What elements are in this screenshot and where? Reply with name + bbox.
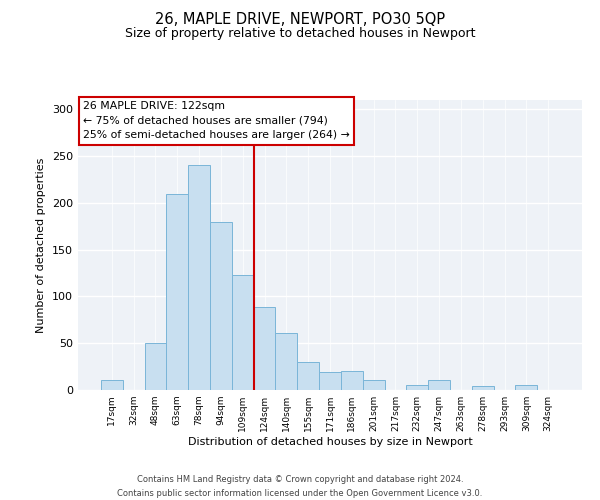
Bar — [472, 386, 494, 390]
X-axis label: Distribution of detached houses by size in Newport: Distribution of detached houses by size … — [188, 437, 472, 447]
Bar — [188, 166, 210, 390]
Bar — [297, 362, 319, 390]
Y-axis label: Number of detached properties: Number of detached properties — [37, 158, 46, 332]
Bar — [319, 372, 341, 390]
Bar — [254, 306, 275, 390]
Bar — [428, 380, 450, 390]
Bar — [515, 386, 537, 390]
Text: Size of property relative to detached houses in Newport: Size of property relative to detached ho… — [125, 28, 475, 40]
Text: 26, MAPLE DRIVE, NEWPORT, PO30 5QP: 26, MAPLE DRIVE, NEWPORT, PO30 5QP — [155, 12, 445, 28]
Bar — [101, 380, 123, 390]
Bar — [232, 275, 254, 390]
Bar — [145, 343, 166, 390]
Bar — [166, 194, 188, 390]
Bar — [406, 386, 428, 390]
Text: 26 MAPLE DRIVE: 122sqm
← 75% of detached houses are smaller (794)
25% of semi-de: 26 MAPLE DRIVE: 122sqm ← 75% of detached… — [83, 102, 350, 140]
Bar — [210, 222, 232, 390]
Bar — [341, 372, 363, 390]
Text: Contains HM Land Registry data © Crown copyright and database right 2024.
Contai: Contains HM Land Registry data © Crown c… — [118, 476, 482, 498]
Bar — [275, 333, 297, 390]
Bar — [363, 380, 385, 390]
